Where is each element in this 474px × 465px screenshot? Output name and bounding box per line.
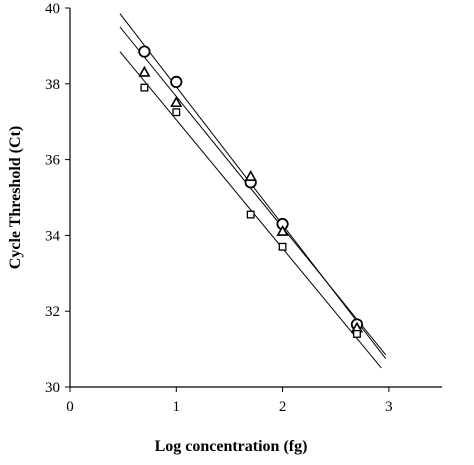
y-tick-label: 30 [45, 380, 60, 396]
x-axis-title: Log concentration (fg) [155, 438, 308, 455]
x-axis-ticks: 0 1 2 3 [66, 387, 393, 415]
y-axis-title: Cycle Threshold (Ct) [7, 126, 24, 269]
data-point-circle [170, 75, 183, 89]
x-tick-label: 1 [173, 399, 181, 415]
fit-line-triangle [119, 26, 387, 356]
y-axis-ticks: 30 32 34 36 38 40 [45, 1, 70, 396]
fit-line-square [119, 51, 382, 369]
data-point-square [140, 83, 149, 92]
y-tick-label: 34 [45, 228, 61, 244]
data-point-triangle [170, 96, 183, 108]
y-tick-label: 38 [45, 77, 60, 93]
y-tick-label: 40 [45, 1, 60, 17]
data-point-square [353, 329, 361, 338]
data-point-square [172, 108, 181, 117]
x-tick-label: 2 [279, 399, 287, 415]
x-tick-label: 3 [385, 399, 393, 415]
x-tick-label: 0 [66, 399, 74, 415]
y-tick-label: 32 [45, 304, 60, 320]
data-point-square [246, 210, 255, 219]
data-markers [138, 45, 364, 338]
fit-lines [119, 13, 387, 369]
y-tick-label: 36 [45, 153, 61, 169]
data-point-circle [138, 45, 151, 58]
axes [69, 8, 442, 388]
data-point-triangle [276, 224, 289, 236]
data-point-triangle [244, 170, 257, 181]
data-point-square [278, 242, 287, 251]
data-point-triangle [138, 65, 151, 77]
